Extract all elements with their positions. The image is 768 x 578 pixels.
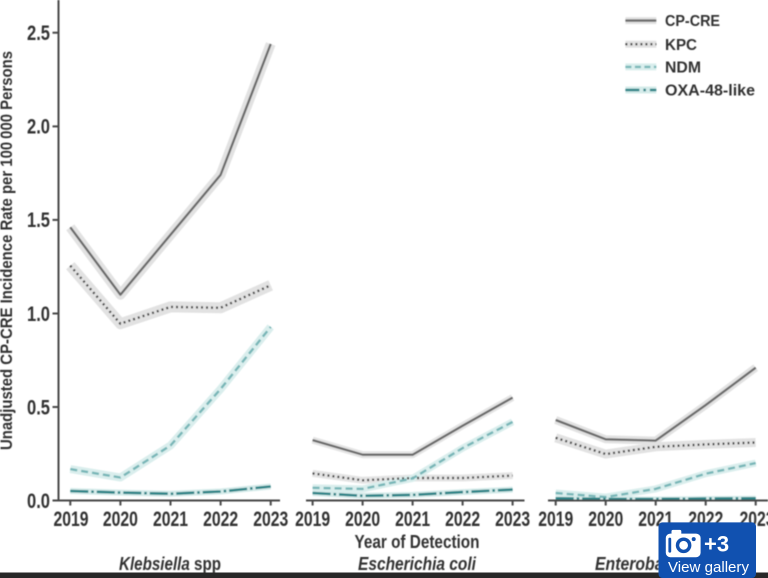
- svg-text:0.0: 0.0: [27, 490, 50, 513]
- svg-text:NDM: NDM: [665, 60, 701, 77]
- svg-text:2023: 2023: [495, 508, 530, 531]
- svg-text:Klebsiella spp: Klebsiella spp: [119, 554, 221, 574]
- svg-text:View gallery: View gallery: [668, 559, 749, 576]
- svg-text:2020: 2020: [588, 508, 623, 531]
- svg-text:Escherichia coli: Escherichia coli: [358, 554, 477, 574]
- svg-text:2023: 2023: [253, 508, 288, 531]
- svg-text:2.0: 2.0: [27, 116, 50, 139]
- svg-text:2021: 2021: [153, 508, 188, 531]
- svg-text:2021: 2021: [395, 508, 430, 531]
- svg-text:2019: 2019: [54, 508, 89, 531]
- svg-text:+3: +3: [704, 531, 729, 556]
- svg-text:0.5: 0.5: [27, 396, 50, 419]
- svg-text:2019: 2019: [538, 508, 573, 531]
- svg-text:1.5: 1.5: [27, 209, 50, 232]
- svg-text:2022: 2022: [445, 508, 480, 531]
- svg-text:Unadjusted CP-CRE Incidence Ra: Unadjusted CP-CRE Incidence Rate per 100…: [0, 51, 16, 450]
- svg-text:Year of Detection: Year of Detection: [355, 532, 480, 552]
- svg-text:CP-CRE: CP-CRE: [665, 13, 720, 30]
- svg-text:OXA-48-like: OXA-48-like: [665, 83, 755, 100]
- svg-text:2019: 2019: [295, 508, 330, 531]
- svg-text:2020: 2020: [345, 508, 380, 531]
- svg-text:2022: 2022: [203, 508, 238, 531]
- svg-text:2.5: 2.5: [27, 22, 50, 45]
- svg-text:2020: 2020: [103, 508, 138, 531]
- svg-text:KPC: KPC: [665, 37, 697, 54]
- svg-text:1.0: 1.0: [27, 303, 50, 326]
